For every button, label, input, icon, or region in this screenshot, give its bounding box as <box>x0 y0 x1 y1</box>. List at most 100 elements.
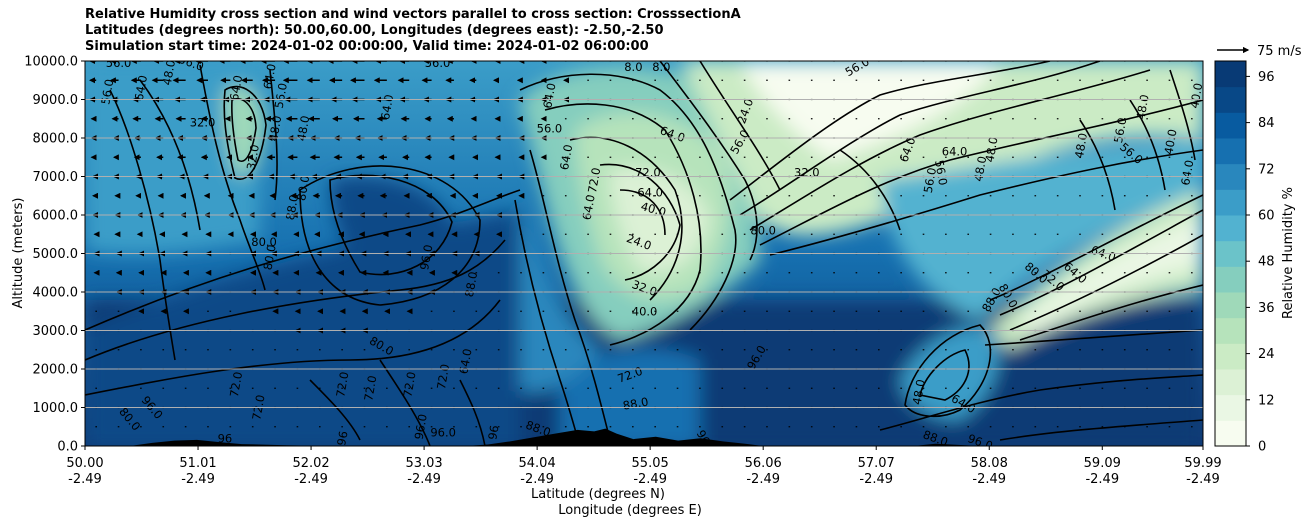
contour-label: 48.0 <box>1133 93 1151 121</box>
x-tick-label-lon: -2.49 <box>520 472 554 487</box>
colorbar-band <box>1215 189 1246 216</box>
chart-subtitle-coordinates: Latitudes (degrees north): 50.00,60.00, … <box>85 23 664 38</box>
x-tick-label-lon: -2.49 <box>859 472 893 487</box>
contour-label: 64.0 <box>1178 159 1196 187</box>
y-tick-label: 3000.0 <box>33 324 79 339</box>
contour-label: 80.0 <box>261 244 279 272</box>
colorbar-tick-label: 36 <box>1258 301 1275 316</box>
colorbar-band <box>1215 61 1246 88</box>
contour-label: 64.0 <box>261 63 279 91</box>
x-tick-label-lat: 51.01 <box>179 456 216 471</box>
contour-label: 88.0 <box>622 395 650 413</box>
y-tick-label: 1000.0 <box>33 401 79 416</box>
contour-label: 48.0 <box>971 155 989 183</box>
colorbar-tick-label: 84 <box>1258 116 1275 131</box>
x-tick-label-lat: 52.02 <box>292 456 329 471</box>
colorbar-band <box>1215 163 1246 190</box>
colorbar-label: Relative Humidity % <box>1281 187 1296 319</box>
x-tick-label-lat: 56.06 <box>745 456 782 471</box>
x-tick-label-lon: -2.49 <box>746 472 780 487</box>
x-tick-label-lon: -2.49 <box>181 472 215 487</box>
contour-label: 48.0 <box>982 136 1000 164</box>
y-tick-label: 9000.0 <box>33 93 79 108</box>
contour-label: 96 <box>334 430 350 447</box>
colorbar-tick-label: 12 <box>1258 393 1275 408</box>
contour-label: 96 <box>485 424 501 441</box>
contour-label: 56.0 <box>932 159 950 187</box>
contour-label: 56.0 <box>921 167 939 195</box>
contour-label: 64.0 <box>579 193 597 221</box>
quiver-key-label: 75 m/s <box>1257 44 1302 59</box>
contour-label: 40.0 <box>1161 128 1179 156</box>
contour-label: 80.0 <box>750 223 776 237</box>
x-tick-label-lat: 55.05 <box>632 456 669 471</box>
contour-label: 64.0 <box>942 144 968 158</box>
x-tick-label-lat: 54.04 <box>519 456 556 471</box>
colorbar-band <box>1215 266 1246 293</box>
colorbar-band <box>1215 420 1246 447</box>
x-tick-label-lat: 57.07 <box>858 456 895 471</box>
colorbar-band <box>1215 240 1246 267</box>
colorbar-band <box>1215 292 1246 319</box>
colorbar-band <box>1215 86 1246 113</box>
colorbar-band <box>1215 343 1246 370</box>
x-tick-label-lat: 58.08 <box>971 456 1008 471</box>
contour-label: 32.0 <box>190 116 216 130</box>
colorbar-tick-label: 24 <box>1258 347 1275 362</box>
contour-label: 64.0 <box>456 347 474 375</box>
contour-label: 56.0 <box>272 82 290 110</box>
y-tick-label: 8000.0 <box>33 132 79 147</box>
contour-label: 56.0 <box>425 56 451 70</box>
contour-label: 48.0 <box>294 115 312 143</box>
terrain <box>85 428 1203 446</box>
x-tick-label-lon: -2.49 <box>972 472 1006 487</box>
contour-label: 56.0 <box>537 121 563 135</box>
y-tick-label: 2000.0 <box>33 363 79 378</box>
x-tick-label-lon: -2.49 <box>407 472 441 487</box>
x-axis: 50.00-2.4951.01-2.4952.02-2.4953.03-2.49… <box>66 446 1222 487</box>
y-tick-label: 0.0 <box>57 440 78 455</box>
chart-subtitle-times: Simulation start time: 2024-01-02 00:00:… <box>85 39 649 54</box>
y-tick-label: 5000.0 <box>33 247 79 262</box>
contour-label: 8.0 <box>624 60 642 74</box>
chart-title: Relative Humidity cross section and wind… <box>85 7 741 22</box>
contour-label: 88.0 <box>462 270 480 298</box>
x-tick-label-lon: -2.49 <box>633 472 667 487</box>
contour-label: 40.0 <box>1187 82 1205 110</box>
colorbar-tick-label: 72 <box>1258 162 1275 177</box>
contour-label: 56.0 <box>1111 116 1129 144</box>
contour-label: 64.0 <box>540 82 558 110</box>
x-tick-label-lat: 50.00 <box>66 456 103 471</box>
colorbar-tick-label: 0 <box>1258 440 1266 455</box>
x-axis-label-latitude: Latitude (degrees N) <box>531 487 665 502</box>
colorbar-frame <box>1214 60 1247 447</box>
contour-label: 64.0 <box>378 93 396 121</box>
colorbar-band <box>1215 394 1246 421</box>
x-tick-label-lat: 53.03 <box>405 456 442 471</box>
colorbar-band <box>1215 369 1246 396</box>
contour-label: 48.0 <box>1072 132 1090 160</box>
contour-label: 72.0 <box>635 166 661 180</box>
y-tick-label: 6000.0 <box>33 209 79 224</box>
y-axis-label: Altitude (meters) <box>11 198 26 309</box>
contour-label: 32.0 <box>794 166 820 180</box>
contour-label: 72.0 <box>227 371 245 399</box>
contour-label: 40.0 <box>639 199 667 219</box>
contour-label: 64.0 <box>637 186 663 200</box>
colorbar-tick-label: 48 <box>1258 255 1275 270</box>
contour-label: 96 <box>218 431 233 445</box>
x-tick-label-lon: -2.49 <box>1085 472 1119 487</box>
contour-label: 64.0 <box>227 74 245 102</box>
contour-label: 8.0 <box>652 60 670 74</box>
colorbar-tick-label: 60 <box>1258 209 1275 224</box>
y-tick-label: 10000.0 <box>24 55 78 70</box>
contour-label: 40.0 <box>632 304 658 318</box>
contour-label: 48.0 <box>910 378 928 406</box>
contour-label: 96.0 <box>430 426 456 440</box>
horizontal-gridlines <box>85 99 1203 408</box>
x-tick-label-lon: -2.49 <box>68 472 102 487</box>
x-tick-label-lat: 59.99 <box>1184 456 1221 471</box>
contour-label: 72.0 <box>585 167 603 195</box>
contour-label: 56.0 <box>106 56 132 70</box>
colorbar-band <box>1215 317 1246 344</box>
